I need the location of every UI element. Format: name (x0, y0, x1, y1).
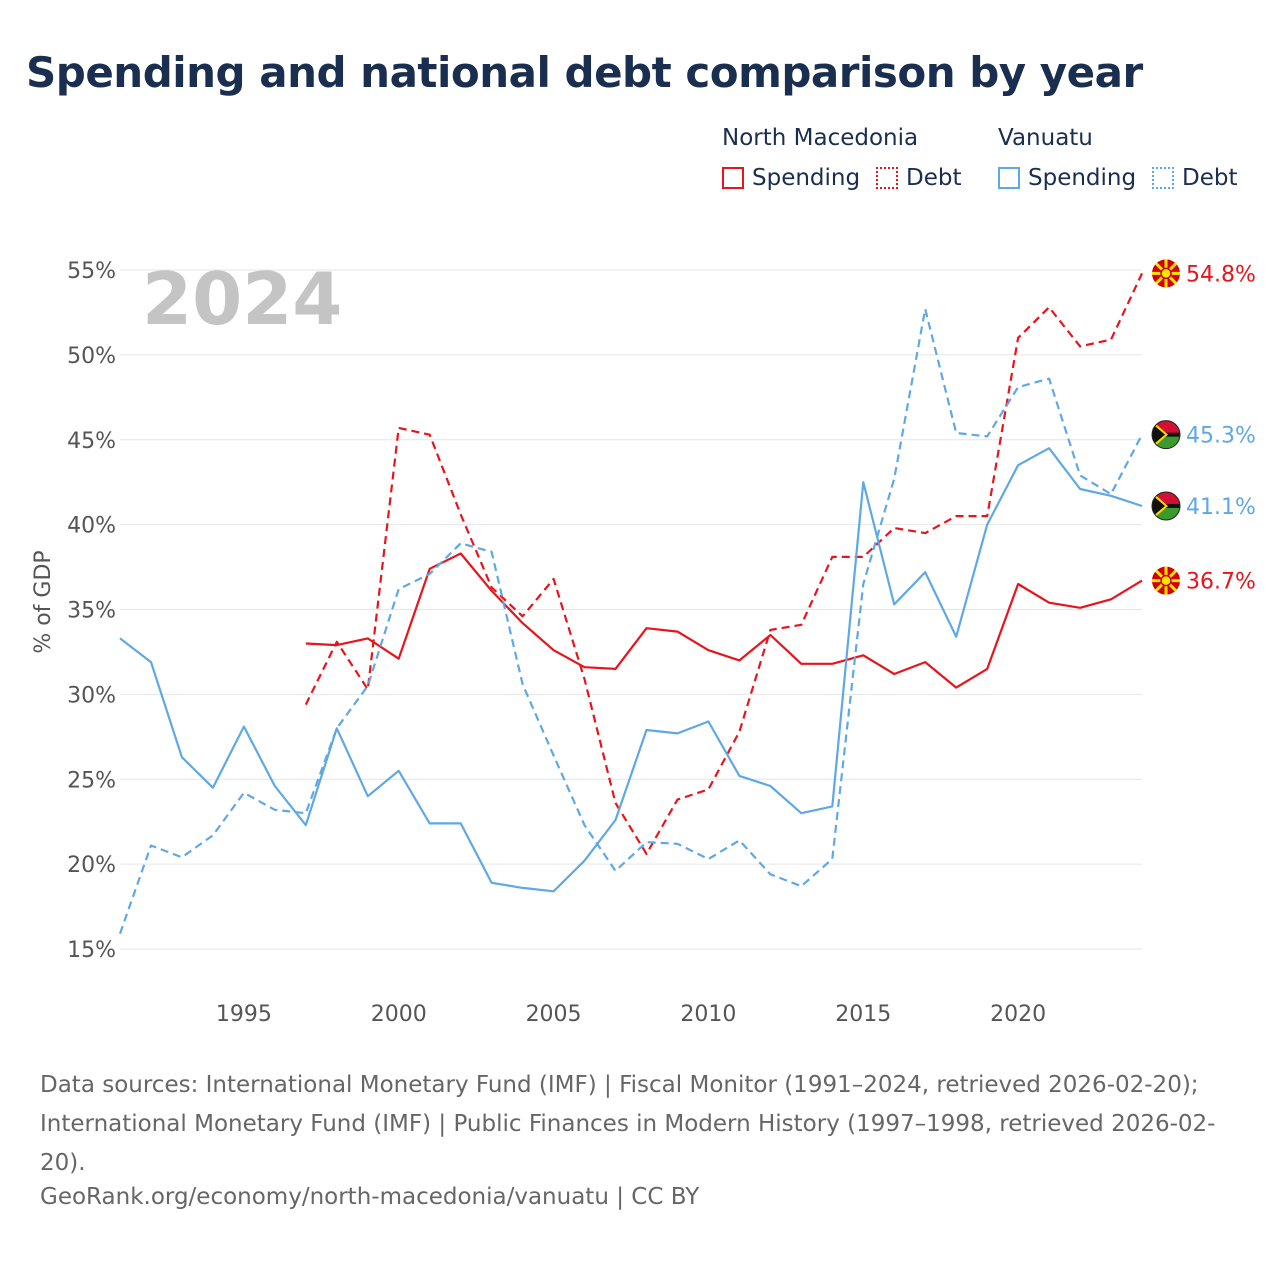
series-line-1[interactable] (305, 552, 1143, 689)
end-value-label: 36.7% (1186, 570, 1256, 595)
vanuatu-flag-icon (1152, 421, 1180, 449)
chart-title: Spending and national debt comparison by… (26, 48, 1143, 97)
legend-swatch-dotted-red (876, 167, 898, 189)
legend-north-macedonia-debt[interactable]: Debt (876, 165, 961, 191)
legend-group-vanuatu: Vanuatu (998, 125, 1093, 151)
y-axis-label: % of GDP (31, 550, 56, 653)
legend-swatch-solid-blue (998, 167, 1020, 189)
legend-swatch-solid-red (722, 167, 744, 189)
legend-label: Spending (752, 165, 861, 191)
x-tick-label: 2000 (371, 1002, 427, 1027)
y-tick-label: 20% (67, 853, 116, 878)
y-tick-label: 45% (67, 429, 116, 454)
legend-vanuatu-spending[interactable]: Spending (998, 165, 1136, 191)
y-tick-label: 15% (67, 938, 116, 963)
x-tick-label: 2010 (680, 1002, 736, 1027)
series-line-3[interactable] (119, 447, 1143, 893)
x-tick-label: 2005 (526, 1002, 582, 1027)
y-tick-label: 25% (67, 768, 116, 793)
legend-north-macedonia-spending[interactable]: Spending (722, 165, 860, 191)
line-chart: 15% 20% 25% 30% 35% 40% 45% 50% 55% 1995 2000 2005 2… (31, 257, 1256, 1027)
y-tick-label: 35% (67, 599, 116, 624)
y-tick-label: 50% (67, 344, 116, 369)
x-tick-label: 2020 (990, 1002, 1046, 1027)
legend-label: Debt (1182, 165, 1238, 191)
end-value-label: 41.1% (1186, 495, 1256, 520)
legend-label: Spending (1028, 165, 1137, 191)
y-tick-label: 55% (67, 259, 116, 284)
series-line-2[interactable] (304, 272, 1143, 856)
x-tick-label: 1995 (216, 1002, 272, 1027)
vanuatu-flag-icon (1152, 492, 1180, 520)
data-source-note: Data sources: International Monetary Fun… (40, 1072, 1216, 1176)
credit-link[interactable]: GeoRank.org/economy/north-macedonia/vanu… (40, 1184, 700, 1210)
y-tick-label: 40% (67, 514, 116, 539)
end-value-label: 54.8% (1186, 262, 1256, 287)
end-value-label: 45.3% (1186, 424, 1256, 449)
legend-group-north-macedonia: North Macedonia (722, 125, 919, 151)
legend-swatch-dotted-blue (1152, 167, 1174, 189)
series-line-4[interactable] (118, 307, 1143, 935)
north-macedonia-flag-icon (1150, 257, 1182, 289)
x-tick-label: 2015 (835, 1002, 891, 1027)
y-tick-label: 30% (67, 683, 116, 708)
legend-vanuatu-debt[interactable]: Debt (1152, 165, 1237, 191)
legend-label: Debt (906, 165, 962, 191)
north-macedonia-flag-icon (1150, 565, 1182, 597)
year-label: 2024 (142, 257, 342, 341)
